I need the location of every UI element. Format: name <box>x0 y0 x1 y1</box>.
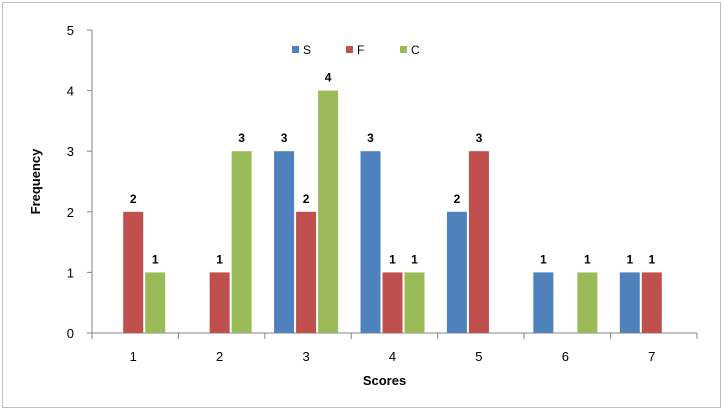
legend-swatch-S <box>292 46 299 53</box>
bar-series-group <box>123 90 662 333</box>
y-axis-title: Frequency <box>28 148 43 215</box>
y-tick-label: 2 <box>67 205 74 220</box>
bar-S-7 <box>619 272 640 333</box>
x-tick-label: 7 <box>648 349 655 364</box>
data-label: 1 <box>152 252 159 266</box>
data-label: 1 <box>648 252 655 266</box>
data-label: 3 <box>367 131 374 145</box>
x-tick-label: 3 <box>302 349 309 364</box>
data-label: 4 <box>325 71 332 85</box>
data-label: 1 <box>584 252 591 266</box>
bar-F-7 <box>641 272 662 333</box>
bar-F-5 <box>468 151 489 333</box>
data-label: 1 <box>626 252 633 266</box>
bar-S-5 <box>446 211 467 333</box>
bar-S-6 <box>533 272 554 333</box>
x-tick-label: 4 <box>389 349 396 364</box>
y-tick-label: 5 <box>67 23 74 38</box>
data-label: 3 <box>238 131 245 145</box>
data-label: 3 <box>281 131 288 145</box>
legend-swatch-F <box>346 46 353 53</box>
bar-C-3 <box>318 90 339 333</box>
data-label: 2 <box>130 192 137 206</box>
data-label: 3 <box>476 131 483 145</box>
bar-C-4 <box>404 272 425 333</box>
data-label: 1 <box>389 252 396 266</box>
data-labels-group: 3 3 2 1 1 2 1 2 1 3 1 1 3 4 1 1 <box>130 71 656 267</box>
bar-F-1 <box>123 211 144 333</box>
bar-C-2 <box>231 151 252 333</box>
bar-S-3 <box>274 151 295 333</box>
legend-label-F: F <box>357 43 364 57</box>
x-axis-title: Scores <box>363 373 406 388</box>
bar-F-2 <box>209 272 230 333</box>
bar-F-3 <box>296 211 317 333</box>
data-label: 1 <box>411 252 418 266</box>
y-tick-label: 4 <box>67 84 74 99</box>
x-tick-label: 1 <box>130 349 137 364</box>
x-tick-label: 2 <box>216 349 223 364</box>
legend-label-C: C <box>411 43 420 57</box>
x-tick-label: 6 <box>562 349 569 364</box>
data-label: 2 <box>303 192 310 206</box>
data-label: 1 <box>216 252 223 266</box>
bar-F-4 <box>382 272 403 333</box>
data-label: 2 <box>454 192 461 206</box>
y-tick-label: 0 <box>67 326 74 341</box>
data-label: 1 <box>540 252 547 266</box>
legend-label-S: S <box>303 43 311 57</box>
bar-C-1 <box>145 272 166 333</box>
x-tick-label: 5 <box>475 349 482 364</box>
y-tick-label: 1 <box>67 265 74 280</box>
legend-swatch-C <box>400 46 407 53</box>
bar-C-6 <box>577 272 598 333</box>
y-tick-label: 3 <box>67 144 74 159</box>
bar-S-4 <box>360 151 381 333</box>
